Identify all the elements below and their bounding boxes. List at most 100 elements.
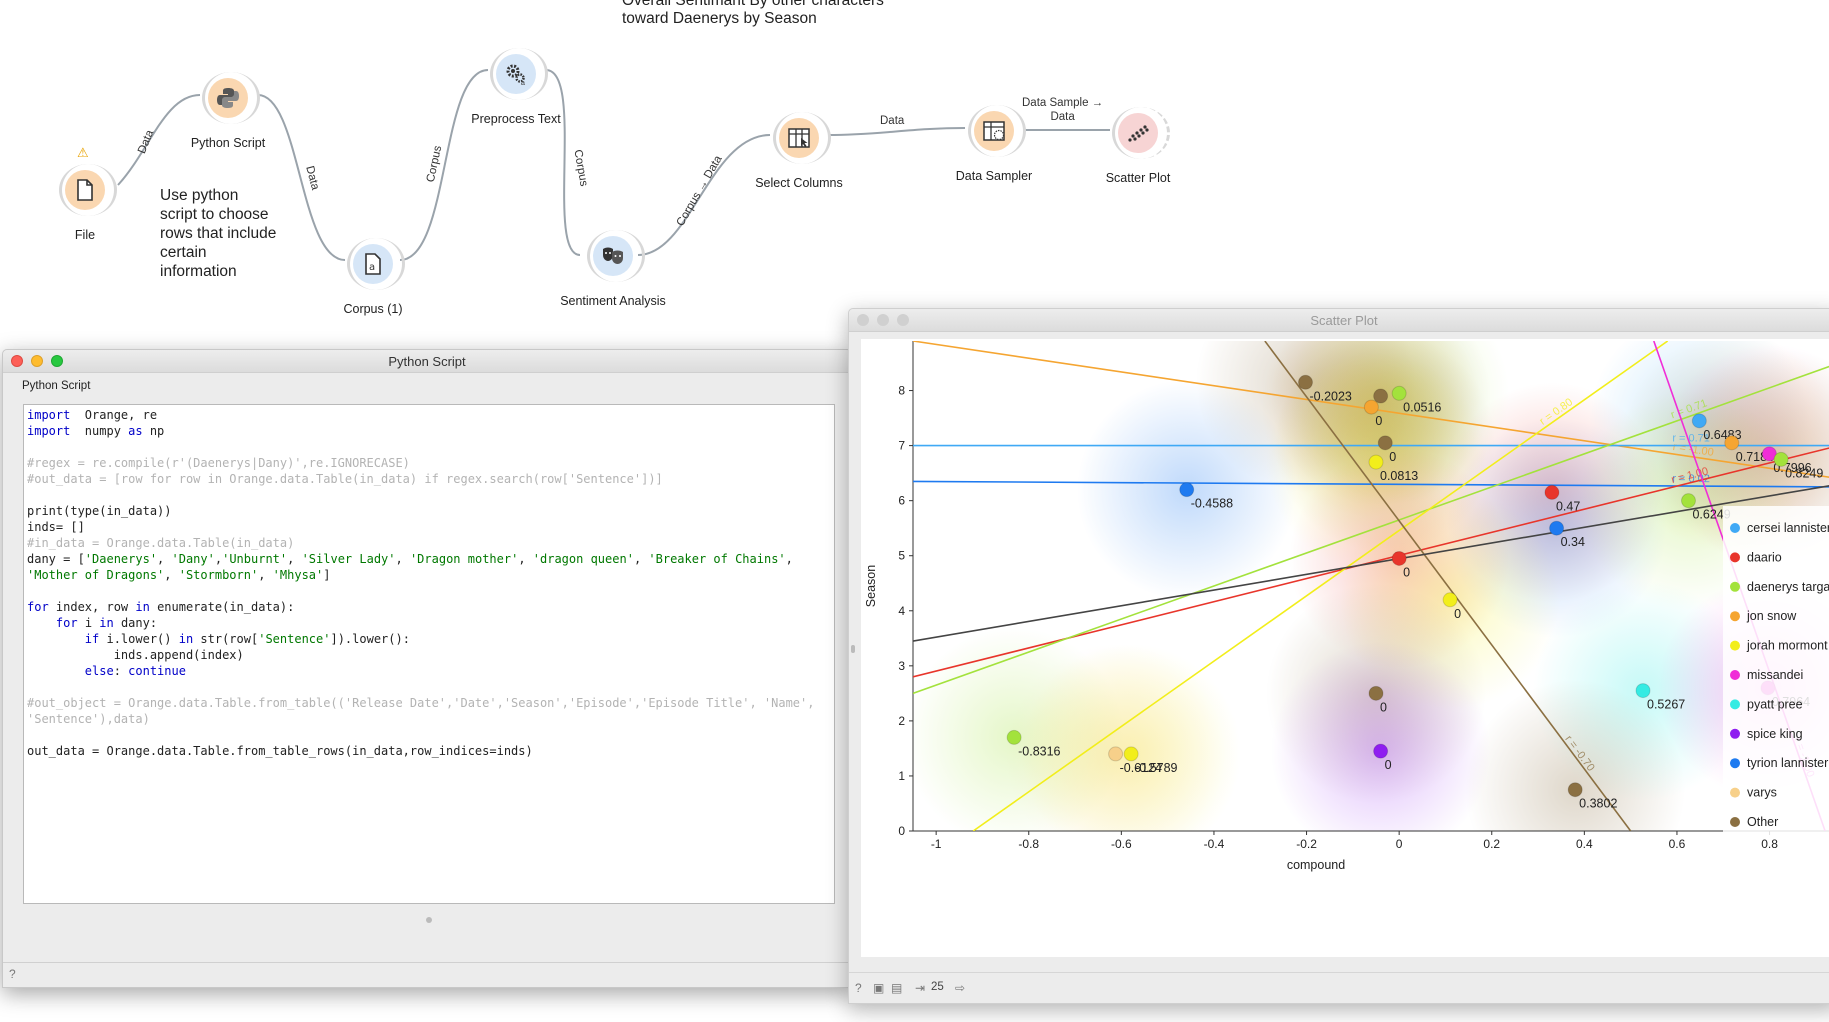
link-label-data-3[interactable]: Data — [880, 115, 905, 127]
code-line[interactable] — [27, 439, 831, 455]
code-line[interactable]: 'Mother of Dragons', 'Stormborn', 'Mhysa… — [27, 567, 831, 583]
data-point[interactable] — [1363, 399, 1379, 415]
code-editor[interactable]: import Orange, re import numpy as np #reg… — [23, 404, 835, 904]
keyword: import — [27, 424, 71, 438]
data-point[interactable] — [1373, 388, 1389, 404]
report-icon[interactable]: ▤ — [891, 981, 903, 995]
window-title: Scatter Plot — [1310, 313, 1378, 328]
code-line[interactable]: else: continue — [27, 663, 831, 679]
code-text: , — [157, 552, 172, 566]
link-label-data-sample[interactable]: Data Sample → Data — [1022, 97, 1104, 123]
point-label: 0.8249 — [1785, 466, 1823, 480]
data-point[interactable] — [1761, 446, 1777, 462]
data-point[interactable] — [1544, 484, 1560, 500]
code-line[interactable]: print(type(in_data)) — [27, 503, 831, 519]
data-point[interactable] — [1368, 685, 1384, 701]
splitter-handle[interactable] — [426, 917, 432, 923]
help-icon[interactable]: ? — [9, 967, 16, 981]
data-point[interactable] — [1108, 746, 1124, 762]
data-point[interactable] — [1391, 550, 1407, 566]
code-text: i.lower() — [99, 632, 179, 646]
python-script-window[interactable]: Python Script Python Script import Orang… — [2, 349, 852, 988]
close-button[interactable] — [11, 355, 23, 367]
code-line[interactable] — [27, 679, 831, 695]
code-line[interactable]: 'Sentence'),data) — [27, 711, 831, 727]
data-point[interactable] — [1549, 520, 1565, 536]
input-data-icon: ⇥ — [915, 981, 926, 995]
window-titlebar[interactable]: Scatter Plot — [849, 309, 1829, 332]
scatter-plot-window[interactable]: Scatter Plot -1 -0.8 -0.6 -0.4 -0.2 0 0.2 0.4 0.… — [848, 308, 1829, 1004]
data-point[interactable] — [1297, 374, 1313, 390]
code-line[interactable]: import numpy as np — [27, 423, 831, 439]
data-point[interactable] — [1377, 435, 1393, 451]
code-line[interactable]: #in_data = Orange.data.Table(in_data) — [27, 535, 831, 551]
code-line[interactable] — [27, 487, 831, 503]
density-region — [1270, 641, 1491, 831]
code-text: , — [214, 552, 223, 566]
data-point[interactable] — [1635, 683, 1651, 699]
point-label: 0 — [1389, 450, 1396, 464]
code-line[interactable]: #out_data = [row for row in Orange.data.… — [27, 471, 831, 487]
y-tick-label: 2 — [898, 714, 905, 728]
string-literal: 'Mhysa' — [272, 568, 324, 582]
workflow-canvas[interactable]: Overall Sentimant By other characters to… — [0, 0, 1829, 330]
data-point[interactable] — [1006, 729, 1022, 745]
close-button[interactable] — [857, 314, 869, 326]
keyword: if — [84, 632, 100, 646]
legend-item[interactable]: Other — [1747, 815, 1778, 829]
code-line[interactable] — [27, 727, 831, 743]
node-ring — [490, 48, 548, 100]
code-line[interactable]: for index, row in enumerate(in_data): — [27, 599, 831, 615]
annotation-title[interactable]: Overall Sentimant By other characters to… — [622, 0, 884, 27]
code-line[interactable]: if i.lower() in str(row['Sentence']).low… — [27, 631, 831, 647]
code-line[interactable]: #regex = re.compile(r'(Daenerys|Dany)',r… — [27, 455, 831, 471]
save-image-icon[interactable]: ▣ — [873, 981, 885, 995]
x-tick-label: 0.2 — [1483, 837, 1500, 851]
legend-item[interactable]: varys — [1747, 786, 1777, 800]
legend-item[interactable]: cersei lannister — [1747, 521, 1829, 535]
legend-item[interactable]: daario — [1747, 550, 1782, 564]
data-point[interactable] — [1680, 493, 1696, 509]
keyword: in — [99, 616, 114, 630]
data-point[interactable] — [1567, 782, 1583, 798]
window-titlebar[interactable]: Python Script — [3, 350, 851, 373]
legend-item[interactable]: tyrion lannister — [1747, 756, 1828, 770]
legend-item[interactable]: pyatt pree — [1747, 697, 1803, 711]
help-icon[interactable]: ? — [855, 981, 862, 995]
code-line[interactable]: inds= [] — [27, 519, 831, 535]
legend-item[interactable]: daenerys targaryen — [1747, 580, 1829, 594]
data-point[interactable] — [1773, 451, 1789, 467]
point-label: -0.4588 — [1191, 497, 1233, 511]
warning-icon: ⚠ — [77, 145, 89, 160]
point-label: 0.0813 — [1380, 469, 1418, 483]
code-line[interactable]: #out_object = Orange.data.Table.from_tab… — [27, 695, 831, 711]
minimize-button[interactable] — [31, 355, 43, 367]
minimize-button[interactable] — [877, 314, 889, 326]
legend-item[interactable]: jorah mormont — [1746, 639, 1828, 653]
zoom-button[interactable] — [897, 314, 909, 326]
left-splitter-handle[interactable] — [851, 645, 855, 653]
data-point[interactable] — [1691, 413, 1707, 429]
data-point[interactable] — [1368, 454, 1384, 470]
data-point[interactable] — [1373, 743, 1389, 759]
data-point[interactable] — [1391, 385, 1407, 401]
code-line[interactable]: import Orange, re — [27, 407, 831, 423]
scatter-plot-area[interactable]: -1 -0.8 -0.6 -0.4 -0.2 0 0.2 0.4 0.6 0.8 0 1 2 3 4 5 6 7 8… — [861, 339, 1829, 957]
code-line[interactable]: inds.append(index) — [27, 647, 831, 663]
data-point[interactable] — [1724, 435, 1740, 451]
legend-item[interactable]: jon snow — [1746, 609, 1797, 623]
data-point[interactable] — [1179, 482, 1195, 498]
corpus-icon: a — [365, 253, 381, 275]
data-point[interactable] — [1442, 592, 1458, 608]
code-line[interactable]: for i in dany: — [27, 615, 831, 631]
scatter-chart[interactable]: -1 -0.8 -0.6 -0.4 -0.2 0 0.2 0.4 0.6 0.8 0 1 2 3 4 5 6 7 8… — [861, 339, 1829, 957]
keyword: for — [27, 600, 49, 614]
zoom-button[interactable] — [51, 355, 63, 367]
code-line[interactable]: out_data = Orange.data.Table.from_table_… — [27, 743, 831, 759]
legend-item[interactable]: spice king — [1747, 727, 1803, 741]
code-line[interactable] — [27, 583, 831, 599]
annotation-note[interactable]: Use python script to choose rows that in… — [160, 187, 277, 280]
data-point[interactable] — [1123, 746, 1139, 762]
code-line[interactable]: dany = ['Daenerys', 'Dany','Unburnt', 'S… — [27, 551, 831, 567]
legend-item[interactable]: missandei — [1747, 668, 1803, 682]
